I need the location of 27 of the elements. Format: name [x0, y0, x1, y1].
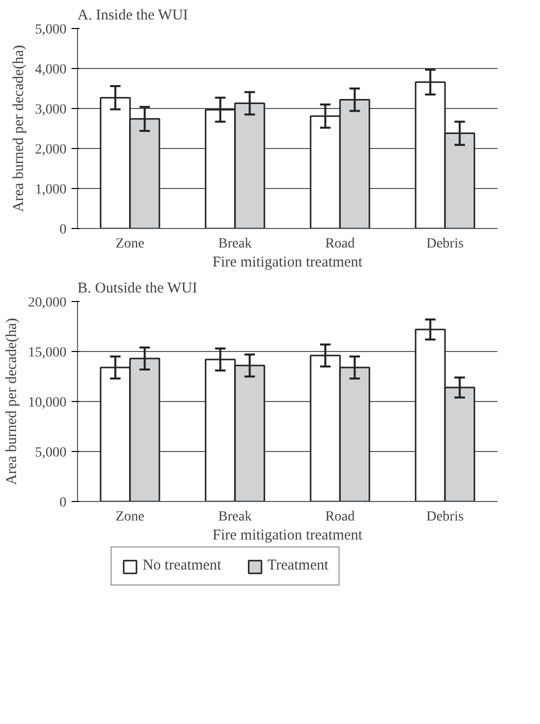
x-tick-label: Break: [218, 236, 252, 252]
x-tick-label: Zone: [116, 236, 144, 252]
y-tick-label: 1,000: [35, 182, 66, 198]
y-tick-label: 5,000: [35, 446, 66, 460]
chart-title: B. Outside the WUI: [78, 280, 198, 296]
chart-title: A. Inside the WUI: [78, 8, 188, 24]
x-tick-label: Road: [325, 510, 355, 524]
y-tick-label: 2,000: [35, 142, 66, 158]
y-tick-label: 3,000: [35, 102, 66, 118]
x-tick-label: Road: [325, 236, 355, 252]
legend-label: No treatment: [142, 558, 222, 574]
y-tick-label: 20,000: [28, 296, 66, 310]
y-tick-label: 0: [60, 496, 66, 510]
y-axis-title: Area burned per decade(ha): [4, 318, 20, 485]
y-tick-label: 15,000: [28, 346, 66, 360]
y-tick-label: 4,000: [35, 62, 66, 78]
y-tick-label: 0: [60, 222, 66, 238]
y-tick-label: 5,000: [35, 22, 66, 38]
x-axis-title: Fire mitigation treatment: [212, 528, 364, 544]
x-tick-label: Zone: [116, 510, 144, 524]
x-tick-label: Debris: [426, 510, 464, 524]
y-tick-label: 10,000: [28, 396, 66, 410]
x-tick-label: Debris: [426, 236, 464, 252]
x-tick-label: Break: [218, 510, 252, 524]
x-axis-title: Fire mitigation treatment: [212, 254, 364, 270]
legend-label: Treatment: [267, 558, 328, 574]
y-axis-title: Area burned per decade(ha): [11, 45, 27, 212]
